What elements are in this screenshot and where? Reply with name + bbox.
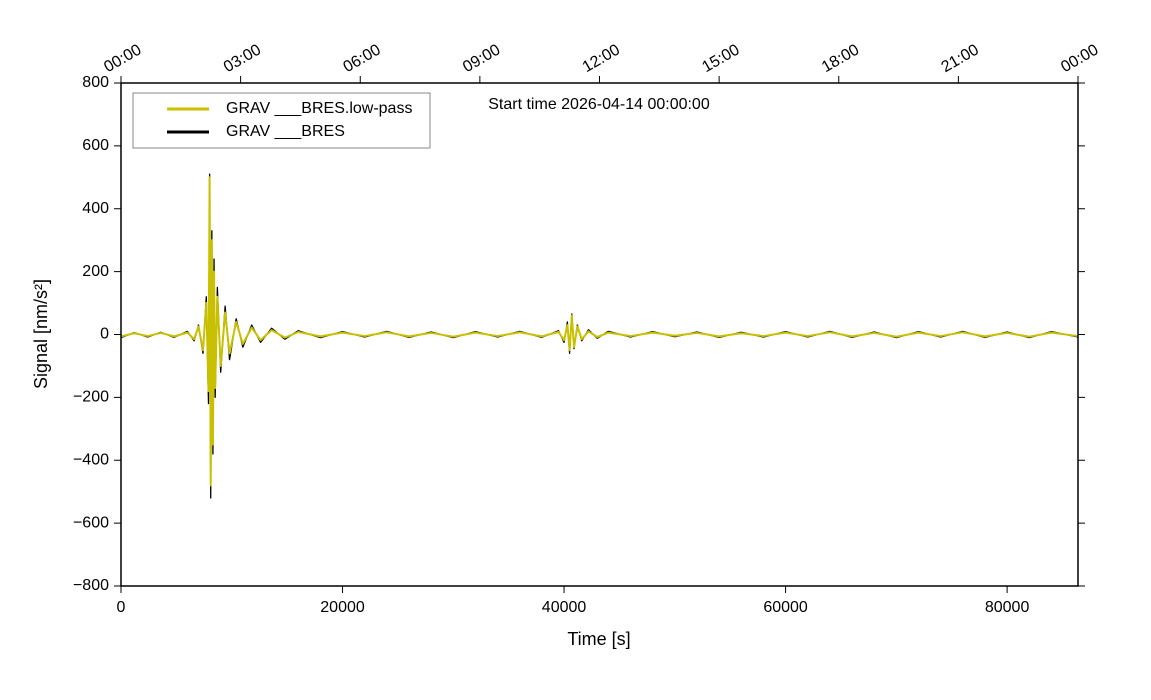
x-tick-label: 40000 (542, 599, 587, 616)
x-tick-label: 0 (117, 599, 126, 616)
y-tick-label: 0 (100, 326, 109, 343)
x2-tick-label: 09:00 (460, 41, 503, 76)
x2-tick-label: 15:00 (699, 41, 742, 76)
series-line (120, 176, 1079, 487)
x2-tick-label: 06:00 (341, 41, 384, 76)
x-axis-label: Time [s] (567, 629, 630, 649)
x2-tick-label: 21:00 (939, 41, 982, 76)
x2-tick-label: 18:00 (819, 41, 862, 76)
x-tick-label: 60000 (763, 599, 808, 616)
y-tick-label: 600 (82, 137, 109, 154)
y-tick-label: −200 (73, 389, 109, 406)
annotation: Start time 2026-04-14 00:00:00 (488, 96, 710, 113)
x-tick-label: 80000 (985, 599, 1030, 616)
y-tick-label: −400 (73, 451, 109, 468)
x-tick-label: 20000 (320, 599, 365, 616)
y-tick-label: 400 (82, 200, 109, 217)
legend-label: GRAV ___BRES (226, 123, 345, 140)
y-axis-label: Signal [nm/s²] (31, 279, 51, 389)
y-tick-label: 200 (82, 263, 109, 280)
y-tick-label: −600 (73, 514, 109, 531)
x2-tick-label: 03:00 (221, 41, 264, 76)
legend-box (132, 92, 431, 149)
y-tick-label: −800 (73, 577, 109, 594)
y-tick-label: 800 (82, 74, 109, 91)
legend-label: GRAV ___BRES.low-pass (226, 100, 412, 117)
x2-tick-label: 12:00 (580, 41, 623, 76)
x2-tick-label: 00:00 (1058, 41, 1101, 76)
x2-tick-label: 00:00 (101, 41, 144, 76)
